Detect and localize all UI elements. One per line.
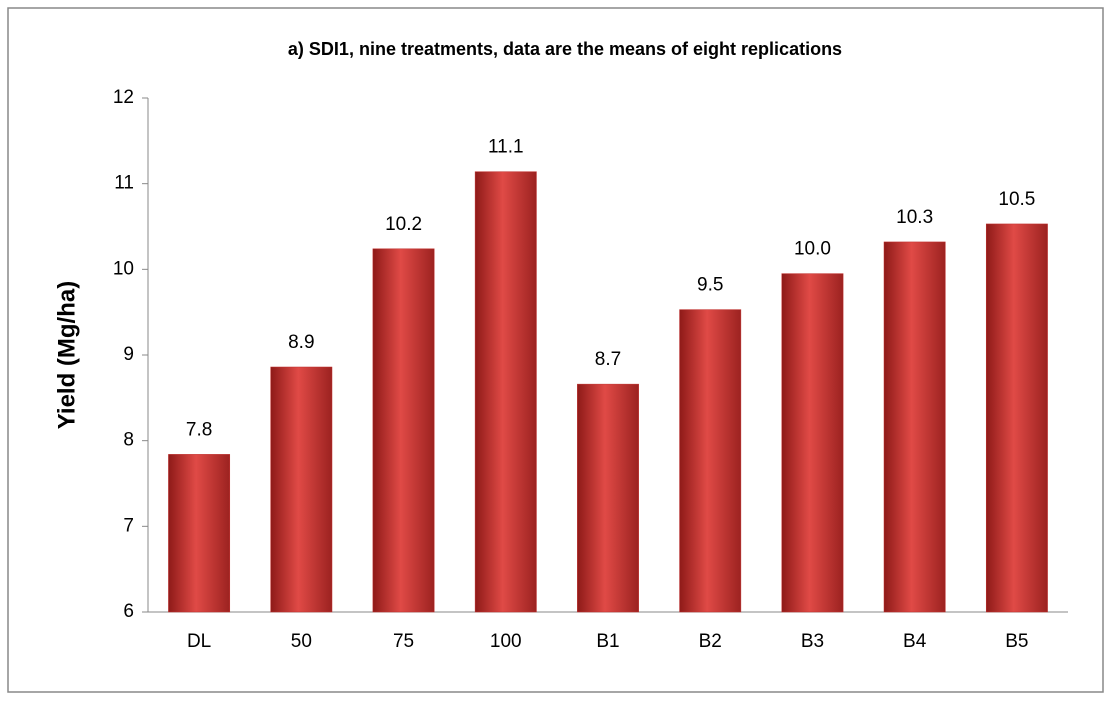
value-label: 11.1 [488, 137, 524, 158]
value-label: 10.0 [794, 239, 831, 260]
value-label: 8.7 [595, 349, 621, 370]
bar [372, 248, 435, 613]
x-tick-label: DL [187, 631, 211, 652]
bar [168, 454, 231, 613]
x-tick-label: B2 [699, 631, 722, 652]
bar [985, 223, 1048, 613]
y-tick-label: 6 [123, 601, 134, 622]
y-axis-title: Yield (Mg/ha) [53, 281, 80, 429]
y-tick-label: 12 [113, 87, 134, 108]
y-tick-label: 8 [123, 430, 134, 451]
y-tick-label: 7 [123, 515, 134, 536]
x-tick-label: B3 [801, 631, 824, 652]
bar [883, 241, 946, 613]
y-tick-label: 9 [123, 344, 134, 365]
value-label: 7.8 [186, 419, 212, 440]
x-tick-label: B5 [1005, 631, 1028, 652]
bar [679, 309, 742, 613]
bar [781, 273, 844, 613]
x-tick-label: B1 [596, 631, 619, 652]
value-label: 8.9 [288, 332, 314, 353]
value-label: 9.5 [697, 275, 723, 296]
x-tick-label: B4 [903, 631, 927, 652]
chart-title: a) SDI1, nine treatments, data are the m… [288, 39, 842, 59]
x-tick-label: 50 [291, 631, 312, 652]
bar [270, 366, 333, 613]
y-tick-label: 10 [113, 258, 134, 279]
x-tick-label: 100 [490, 631, 522, 652]
x-tick-label: 75 [393, 631, 414, 652]
value-label: 10.5 [998, 189, 1035, 210]
bar [577, 383, 639, 613]
y-tick-label: 11 [114, 173, 134, 194]
bar [474, 171, 537, 613]
value-label: 10.2 [385, 214, 422, 235]
value-label: 10.3 [896, 207, 933, 228]
